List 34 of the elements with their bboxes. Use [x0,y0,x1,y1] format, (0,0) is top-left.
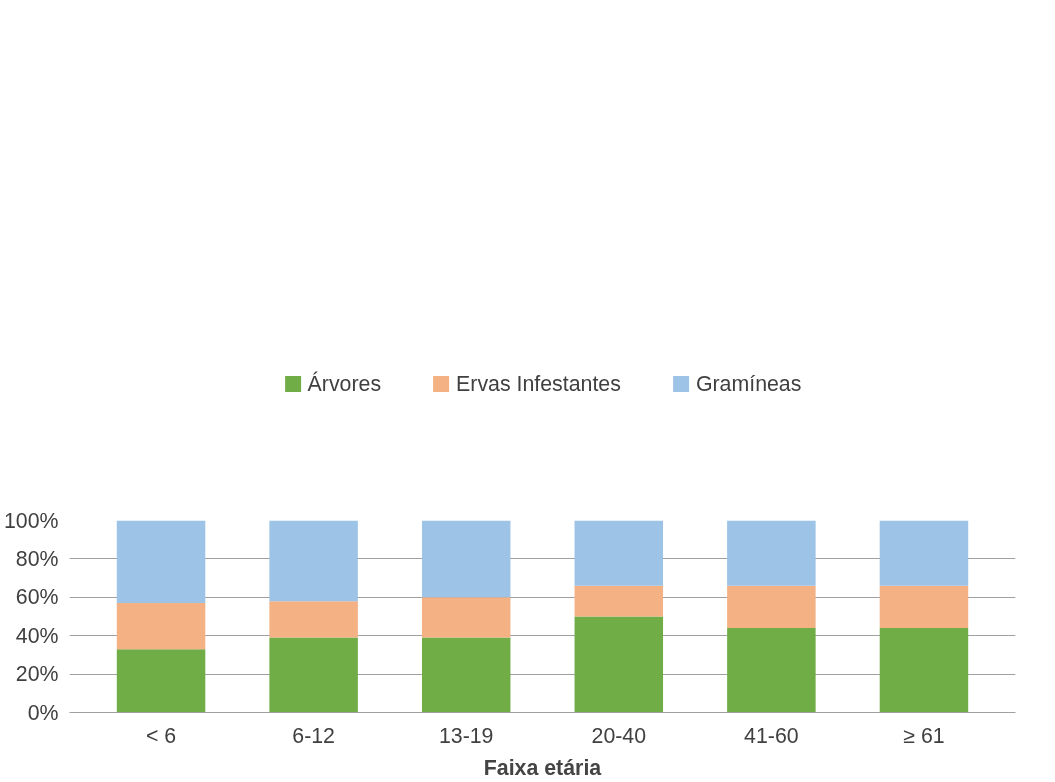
bar [574,585,664,617]
bar [421,597,511,638]
y-tick-label: 100% [3,508,59,533]
x-tick-label: 41-60 [744,723,799,748]
x-axis-title: Faixa etária [483,755,602,780]
bar [269,520,358,602]
y-tick-label: 60% [15,585,59,610]
x-tick-label: < 6 [145,723,177,748]
bar [727,520,816,586]
bar [574,616,664,713]
legend-label: Ervas Infestantes [456,371,621,397]
x-tick-label: 13-19 [438,723,494,748]
bar [269,601,358,638]
bar [879,628,969,713]
bar [116,649,206,713]
x-tick-label: 6-12 [292,723,335,748]
legend-label: Gramíneas [695,371,802,397]
bar [269,637,358,713]
x-tick-label: ≥ 61 [903,723,945,748]
y-tick-label: 0% [27,700,59,725]
y-tick-label: 40% [15,623,59,648]
bar [116,603,206,650]
bar [116,520,206,604]
x-tick-label: 20-40 [591,723,647,748]
legend-label: Árvores [307,371,382,397]
bar [879,520,969,586]
y-tick-label: 20% [15,662,59,687]
bar [727,628,816,713]
bar [421,637,511,713]
bar [879,585,969,629]
y-tick-label: 80% [15,546,59,571]
bar [727,585,816,629]
bar [574,520,664,586]
bar [421,520,511,598]
